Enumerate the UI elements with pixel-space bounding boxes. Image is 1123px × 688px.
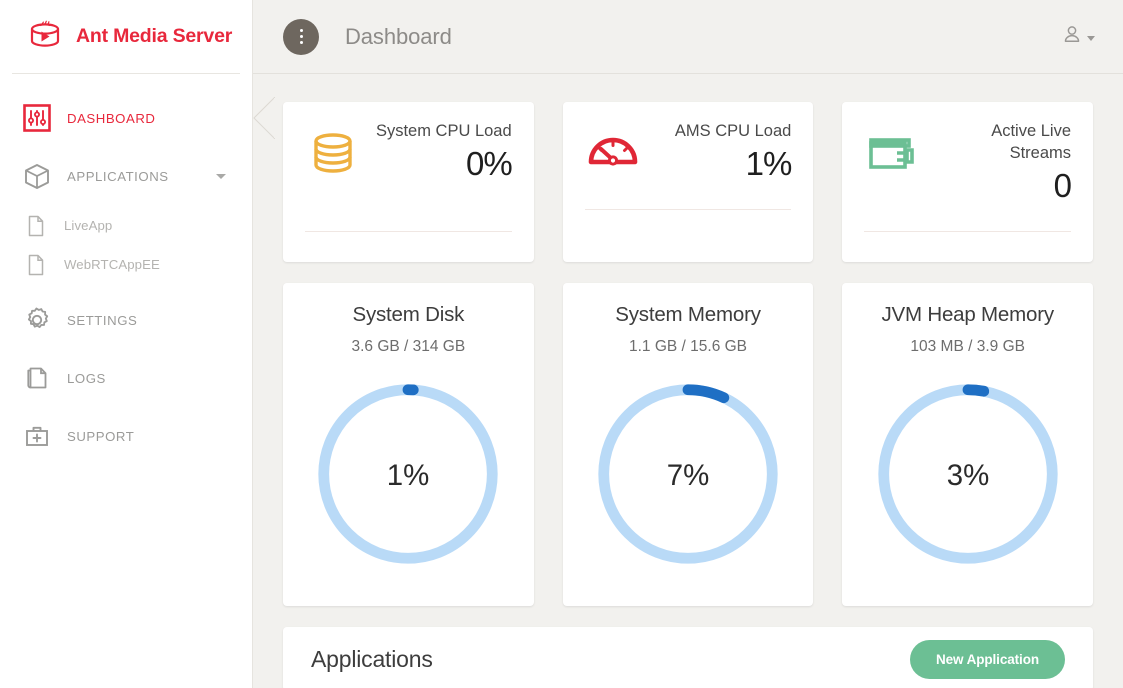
kebab-dot — [299, 29, 303, 32]
nav-spacer — [0, 140, 252, 154]
sidebar-item-settings[interactable]: SETTINGS — [0, 298, 252, 342]
gauge-card-system-memory: System Memory 1.1 GB / 15.6 GB 7% — [562, 283, 814, 606]
stat-top: System CPU Load 0% — [305, 120, 513, 184]
applications-title: Applications — [311, 645, 433, 672]
gauge-chart: 7% — [563, 376, 814, 572]
gauge-subtitle: 1.1 GB / 15.6 GB — [628, 338, 748, 355]
chevron-down-icon[interactable] — [216, 174, 226, 179]
file-icon — [26, 214, 46, 238]
gear-icon — [22, 305, 52, 335]
gauge-subtitle: 103 MB / 3.9 GB — [910, 338, 1025, 355]
speedometer-icon — [585, 126, 641, 182]
sidebar-item-logs[interactable]: LOGS — [0, 356, 252, 400]
stat-card-system-cpu-load: System CPU Load 0% — [283, 102, 534, 262]
box-icon — [22, 161, 52, 191]
stat-top: AMS CPU Load 1% — [585, 120, 792, 184]
nav-spacer — [0, 198, 252, 206]
stat-text: Active Live Streams 0 — [920, 120, 1072, 206]
donut-svg: 1% — [318, 384, 498, 564]
card-divider — [305, 231, 512, 232]
stat-card-ams-cpu-load: AMS CPU Load 1% — [562, 102, 814, 262]
gauges-row: System Disk 3.6 GB / 314 GB 1% System Me… — [283, 283, 1094, 606]
sidebar-item-label: APPLICATIONS — [67, 168, 169, 184]
applications-panel: Applications New Application — [283, 627, 1093, 688]
sidebar-item-label: SUPPORT — [67, 428, 135, 444]
stat-text: System CPU Load 0% — [361, 120, 513, 184]
donut-fill — [878, 384, 1058, 564]
brand[interactable]: Ant Media Server — [12, 0, 240, 74]
gauge-chart: 1% — [283, 376, 534, 572]
stat-value: 0% — [465, 145, 513, 182]
sidebar-subitem-label: WebRTCAppEE — [64, 257, 160, 272]
sidebar: Ant Media Server — [0, 0, 253, 688]
kebab-dot — [299, 41, 303, 44]
page-title: Dashboard — [345, 23, 452, 49]
new-application-button[interactable]: New Application — [909, 639, 1065, 679]
gauge-percent-label: 3% — [946, 459, 988, 492]
donut-fill — [598, 384, 778, 564]
gauge-percent-label: 7% — [667, 459, 709, 492]
document-stack-icon — [22, 363, 52, 393]
sidebar-item-applications[interactable]: APPLICATIONS — [0, 154, 252, 198]
stat-label: AMS CPU Load — [674, 122, 792, 140]
main-area: Dashboard — [253, 0, 1123, 688]
sliders-icon — [22, 103, 52, 133]
gauge-title: JVM Heap Memory — [881, 303, 1054, 326]
file-icon — [26, 253, 46, 277]
gauge-card-system-disk: System Disk 3.6 GB / 314 GB 1% — [283, 283, 534, 606]
gauge-title: System Memory — [615, 303, 761, 326]
chevron-down-icon — [1087, 35, 1095, 41]
kebab-dot — [299, 35, 303, 38]
user-menu[interactable] — [1056, 18, 1101, 55]
sidebar-subitem-webrtcappee[interactable]: WebRTCAppEE — [0, 245, 252, 284]
stat-card-active-live-streams: Active Live Streams 0 — [842, 102, 1094, 262]
card-divider — [864, 231, 1072, 232]
donut-fill — [318, 384, 498, 564]
kebab-menu-icon[interactable] — [283, 18, 319, 55]
wallet-icon — [864, 126, 920, 182]
sidebar-nav: DASHBOARD APPLICATIONS — [0, 74, 252, 458]
database-icon — [305, 126, 361, 182]
nav-spacer — [0, 400, 252, 414]
gauge-percent-label: 1% — [387, 459, 429, 492]
donut-svg: 7% — [598, 384, 778, 564]
stat-top: Active Live Streams 0 — [864, 120, 1072, 206]
nav-spacer — [0, 342, 252, 356]
briefcase-plus-icon — [22, 421, 52, 451]
gauge-subtitle: 3.6 GB / 314 GB — [351, 338, 466, 355]
user-icon — [1062, 24, 1082, 49]
stat-label: Active Live Streams — [991, 122, 1072, 162]
sidebar-item-label: LOGS — [67, 370, 106, 386]
nav-spacer — [0, 284, 252, 298]
sidebar-item-label: DASHBOARD — [67, 110, 156, 126]
sidebar-item-label: SETTINGS — [67, 312, 138, 328]
gauge-title: System Disk — [352, 303, 465, 326]
sidebar-item-dashboard[interactable]: DASHBOARD — [0, 96, 252, 140]
gauge-card-jvm-heap-memory: JVM Heap Memory 103 MB / 3.9 GB 3% — [842, 283, 1094, 606]
stat-text: AMS CPU Load 1% — [641, 120, 792, 184]
stat-value: 1% — [745, 145, 793, 182]
card-divider — [584, 209, 792, 210]
gauge-chart: 3% — [842, 376, 1093, 572]
donut-svg: 3% — [878, 384, 1058, 564]
stat-value: 0 — [1053, 167, 1072, 204]
brand-name: Ant Media Server — [76, 25, 233, 47]
ant-media-logo-icon — [26, 19, 64, 55]
dashboard-content: System CPU Load 0% — [253, 74, 1123, 688]
stats-row: System CPU Load 0% — [283, 102, 1094, 262]
stat-label: System CPU Load — [375, 122, 512, 140]
sidebar-subitem-label: LiveApp — [64, 218, 113, 233]
sidebar-item-support[interactable]: SUPPORT — [0, 414, 252, 458]
topbar: Dashboard — [253, 0, 1123, 74]
sidebar-subitem-liveapp[interactable]: LiveApp — [0, 206, 252, 245]
